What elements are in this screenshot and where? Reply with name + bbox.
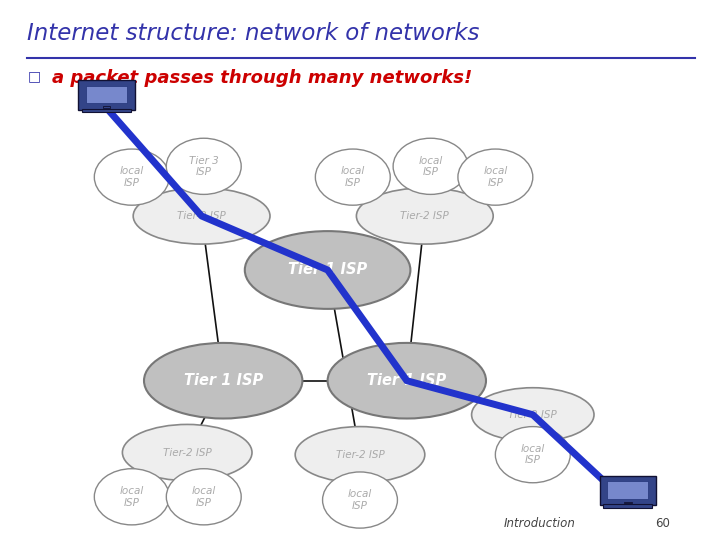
Ellipse shape — [472, 388, 594, 442]
Ellipse shape — [295, 427, 425, 483]
Ellipse shape — [144, 343, 302, 418]
Circle shape — [315, 149, 390, 205]
Circle shape — [323, 472, 397, 528]
Text: Internet structure: network of networks: Internet structure: network of networks — [27, 22, 480, 45]
Text: Introduction: Introduction — [504, 517, 576, 530]
Text: local
ISP: local ISP — [483, 166, 508, 188]
Text: local
ISP: local ISP — [120, 166, 144, 188]
Text: local
ISP: local ISP — [341, 166, 365, 188]
Text: local
ISP: local ISP — [348, 489, 372, 511]
Text: Tier-2 ISP: Tier-2 ISP — [163, 448, 212, 457]
Text: local
ISP: local ISP — [120, 486, 144, 508]
Circle shape — [458, 149, 533, 205]
Text: Tier 3
ISP: Tier 3 ISP — [189, 156, 219, 177]
FancyBboxPatch shape — [86, 86, 127, 103]
FancyBboxPatch shape — [600, 476, 656, 505]
Circle shape — [393, 138, 468, 194]
Ellipse shape — [328, 343, 486, 418]
Text: 60: 60 — [655, 517, 670, 530]
Text: a packet passes through many networks!: a packet passes through many networks! — [52, 69, 472, 87]
Text: Tier-2 ISP: Tier-2 ISP — [177, 211, 226, 221]
Text: Tier 1 ISP: Tier 1 ISP — [367, 373, 446, 388]
FancyBboxPatch shape — [103, 106, 110, 108]
Text: □: □ — [27, 69, 40, 83]
Ellipse shape — [122, 424, 252, 481]
FancyBboxPatch shape — [82, 109, 131, 112]
Ellipse shape — [245, 231, 410, 309]
Text: Tier 1 ISP: Tier 1 ISP — [184, 373, 263, 388]
Text: local
ISP: local ISP — [192, 486, 216, 508]
Circle shape — [166, 469, 241, 525]
FancyBboxPatch shape — [603, 504, 652, 508]
Text: local
ISP: local ISP — [418, 156, 443, 177]
FancyBboxPatch shape — [624, 502, 631, 503]
Ellipse shape — [133, 188, 270, 244]
Ellipse shape — [356, 188, 493, 244]
Text: local
ISP: local ISP — [521, 444, 545, 465]
FancyBboxPatch shape — [78, 80, 135, 110]
FancyBboxPatch shape — [608, 481, 649, 498]
Text: Tier-2 ISP: Tier-2 ISP — [508, 410, 557, 420]
Circle shape — [94, 149, 169, 205]
Text: Tier 1 ISP: Tier 1 ISP — [288, 262, 367, 278]
Circle shape — [495, 427, 570, 483]
Circle shape — [166, 138, 241, 194]
Circle shape — [94, 469, 169, 525]
Text: Tier-2 ISP: Tier-2 ISP — [336, 450, 384, 460]
Text: Tier-2 ISP: Tier-2 ISP — [400, 211, 449, 221]
